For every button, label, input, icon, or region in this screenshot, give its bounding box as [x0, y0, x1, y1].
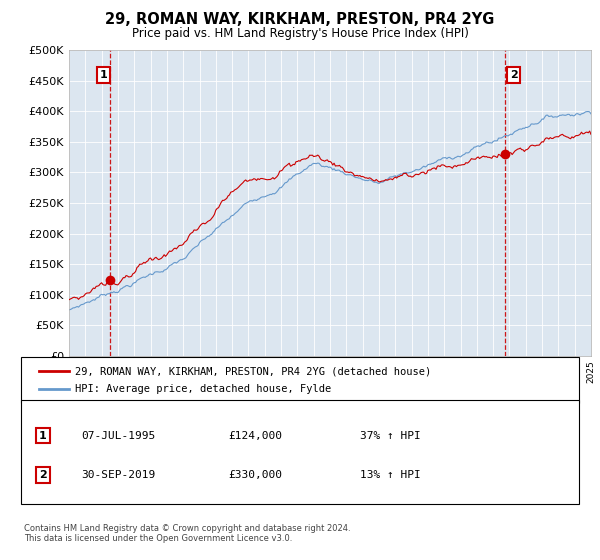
Text: £330,000: £330,000 — [228, 470, 282, 480]
Text: 37% ↑ HPI: 37% ↑ HPI — [360, 431, 421, 441]
Text: 2: 2 — [509, 70, 517, 80]
Text: 1: 1 — [39, 431, 47, 441]
Text: HPI: Average price, detached house, Fylde: HPI: Average price, detached house, Fyld… — [75, 384, 331, 394]
Text: 1: 1 — [100, 70, 107, 80]
Text: £124,000: £124,000 — [228, 431, 282, 441]
Text: 30-SEP-2019: 30-SEP-2019 — [81, 470, 155, 480]
Text: 13% ↑ HPI: 13% ↑ HPI — [360, 470, 421, 480]
Text: 29, ROMAN WAY, KIRKHAM, PRESTON, PR4 2YG: 29, ROMAN WAY, KIRKHAM, PRESTON, PR4 2YG — [106, 12, 494, 27]
Text: 07-JUL-1995: 07-JUL-1995 — [81, 431, 155, 441]
Text: 29, ROMAN WAY, KIRKHAM, PRESTON, PR4 2YG (detached house): 29, ROMAN WAY, KIRKHAM, PRESTON, PR4 2YG… — [75, 366, 431, 376]
Text: Price paid vs. HM Land Registry's House Price Index (HPI): Price paid vs. HM Land Registry's House … — [131, 27, 469, 40]
Text: Contains HM Land Registry data © Crown copyright and database right 2024.
This d: Contains HM Land Registry data © Crown c… — [24, 524, 350, 543]
Text: 2: 2 — [39, 470, 47, 480]
